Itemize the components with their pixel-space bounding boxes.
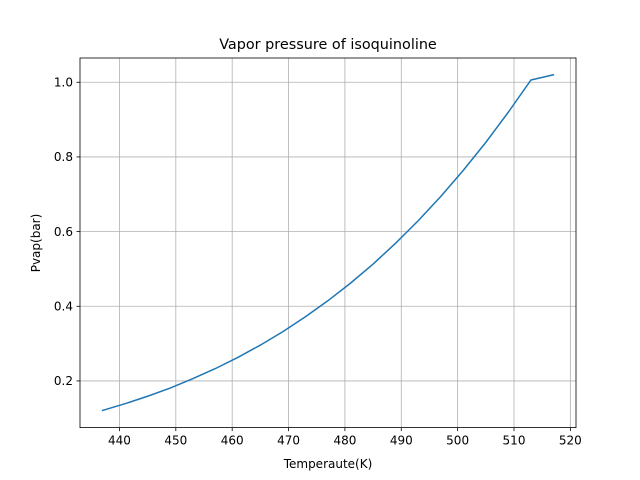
x-tick-label: 520 xyxy=(559,434,582,448)
plot-line-group xyxy=(101,73,555,412)
grid xyxy=(80,58,576,428)
y-tick-label: 1.0 xyxy=(54,76,73,90)
y-ticks: 0.2 0.4 0.6 0.8 1.0 xyxy=(54,76,80,388)
x-ticks: 440 450 460 470 480 490 500 510 520 xyxy=(108,427,582,448)
y-axis-label: Pvap(bar) xyxy=(29,214,43,273)
plot-frame xyxy=(79,57,577,429)
y-tick-label: 0.6 xyxy=(54,225,73,239)
x-tick-label: 510 xyxy=(503,434,526,448)
y-tick-label: 0.4 xyxy=(54,300,73,314)
y-tick-label: 0.2 xyxy=(54,374,73,388)
x-axis-label: Temperaute(K) xyxy=(283,457,373,471)
series-line-0 xyxy=(101,73,555,412)
y-tick-label: 0.8 xyxy=(54,150,73,164)
x-tick-label: 440 xyxy=(108,434,131,448)
x-tick-label: 470 xyxy=(277,434,300,448)
x-tick-label: 480 xyxy=(333,434,356,448)
chart-title: Vapor pressure of isoquinoline xyxy=(219,37,437,53)
x-tick-label: 460 xyxy=(221,434,244,448)
x-tick-label: 490 xyxy=(390,434,413,448)
x-tick-label: 500 xyxy=(446,434,469,448)
x-tick-label: 450 xyxy=(164,434,187,448)
